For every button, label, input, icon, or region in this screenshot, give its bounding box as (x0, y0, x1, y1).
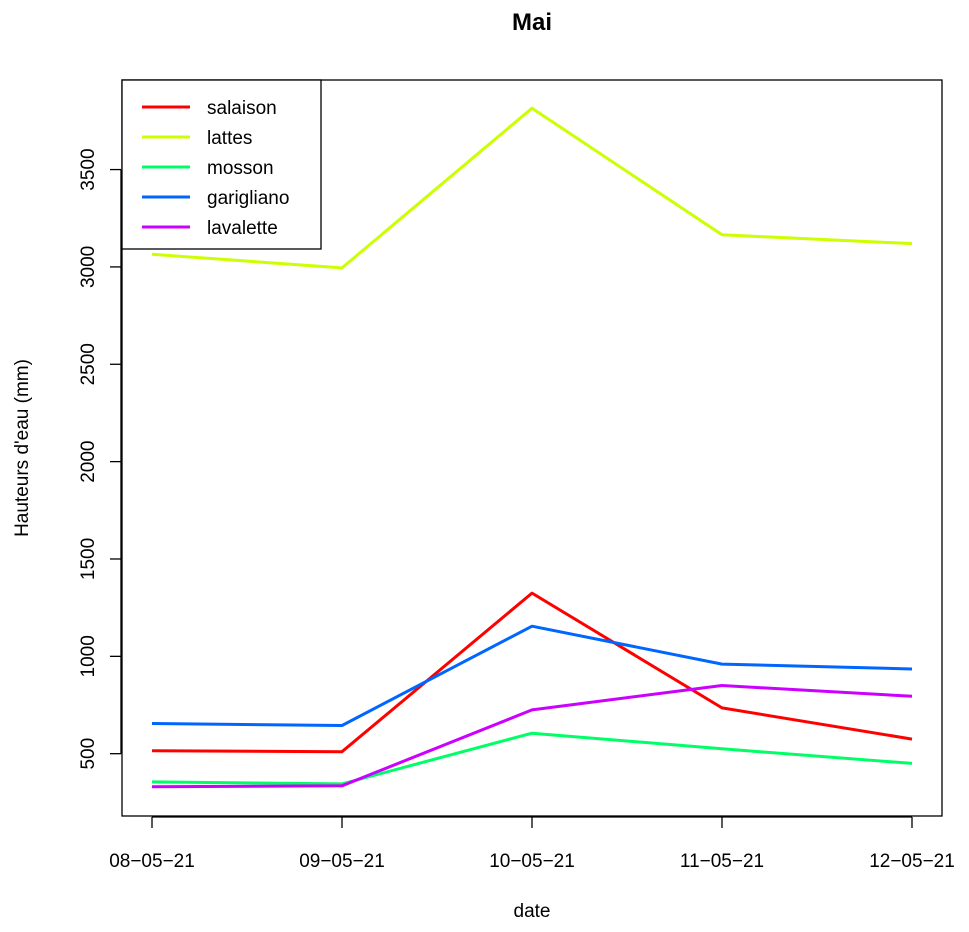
series-line-lavalette (151, 684, 913, 789)
plot-frame (121, 79, 943, 817)
x-tick-label: 09−05−21 (299, 851, 385, 872)
x-axis: 08−05−21 09−05−21 10−05−21 11−05−21 12−05−21 (109, 816, 955, 872)
y-tick-label: 3000 (78, 246, 99, 288)
legend-label-lattes: lattes (207, 128, 252, 149)
y-tick-label: 500 (78, 738, 99, 770)
series-line-mosson (151, 731, 913, 786)
series-line-salaison (151, 591, 913, 754)
legend-label-garigliano: garigliano (207, 188, 289, 209)
y-tick-label: 1000 (78, 635, 99, 677)
legend: salaison lattes mosson garigliano lavalette (121, 79, 322, 250)
y-tick-label: 3500 (78, 148, 99, 190)
legend-label-salaison: salaison (207, 98, 277, 119)
y-tick-label: 1500 (78, 538, 99, 580)
x-tick-label: 12−05−21 (869, 851, 955, 872)
legend-label-mosson: mosson (207, 158, 274, 179)
series-line-lattes (151, 106, 913, 270)
legend-label-lavalette: lavalette (207, 218, 278, 239)
chart-title: Mai (512, 9, 552, 36)
x-tick-label: 08−05−21 (109, 851, 195, 872)
x-tick-label: 11−05−21 (680, 851, 764, 872)
series-line-garigliano (151, 624, 913, 727)
y-axis-label: Hauteurs d'eau (mm) (12, 359, 33, 537)
x-axis-label: date (514, 901, 551, 922)
x-tick-label: 10−05−21 (489, 851, 575, 872)
y-tick-label: 2000 (78, 440, 99, 482)
y-tick-label: 2500 (78, 343, 99, 385)
series-layer (151, 106, 913, 789)
y-axis: 500 1000 1500 2000 2500 3000 3500 (78, 148, 122, 770)
